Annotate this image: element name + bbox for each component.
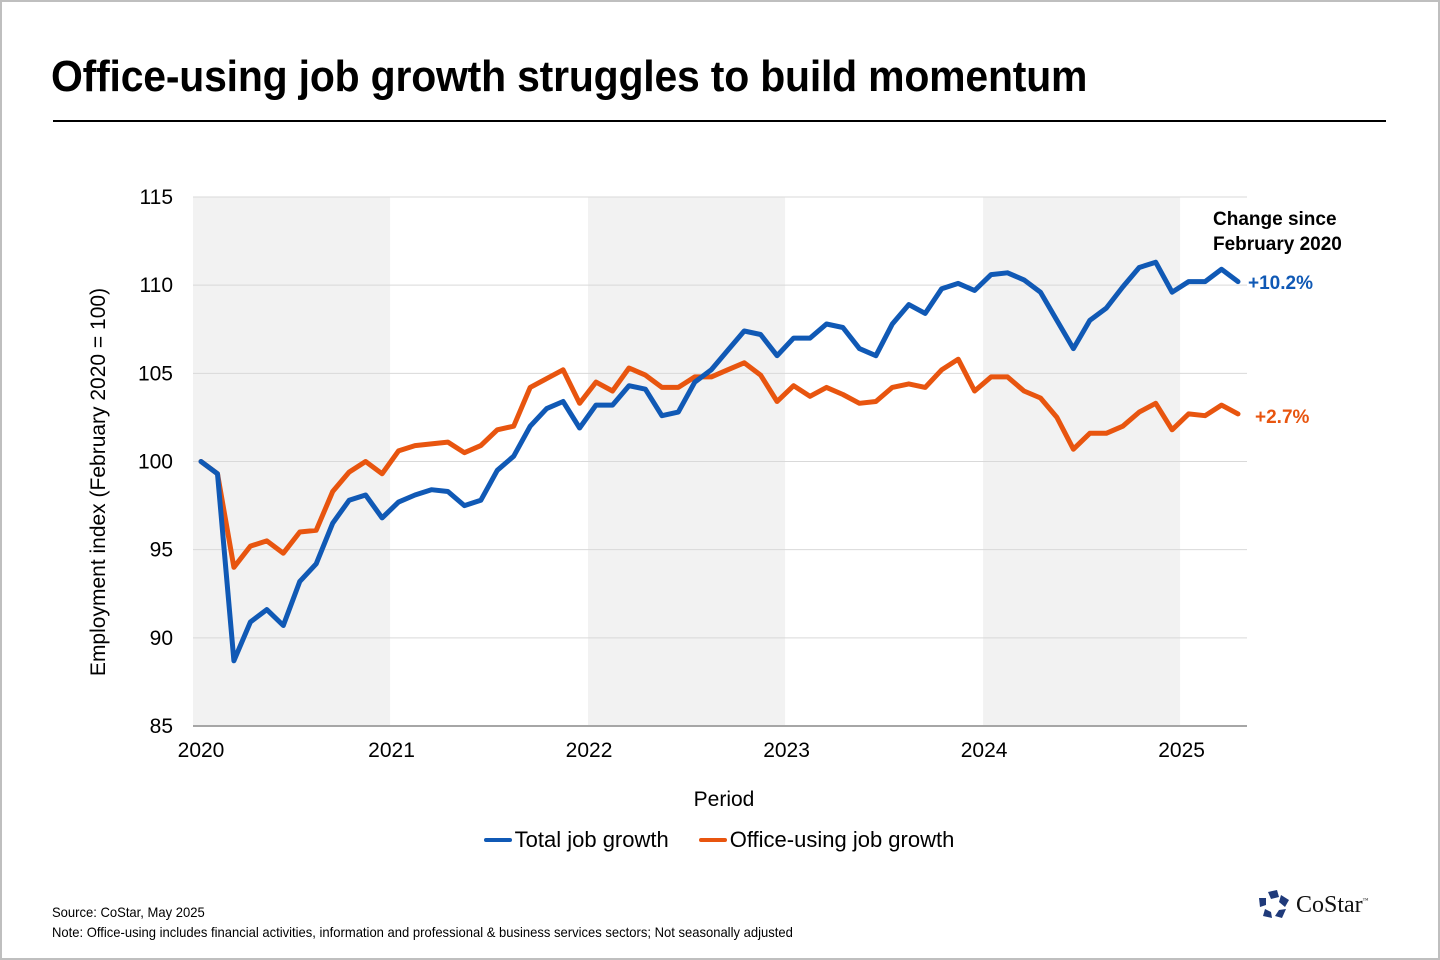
y-tick-label: 95 [150, 539, 173, 562]
costar-star-icon [1259, 890, 1289, 918]
legend-swatch-total [483, 838, 512, 842]
legend-label-office: Office-using job growth [729, 827, 955, 852]
gridlines [193, 196, 1247, 727]
change-annotation: Change since February 2020 [1213, 207, 1342, 257]
footer-notes: Source: CoStar, May 2025 Note: Office-us… [52, 902, 793, 942]
office-end-label: +2.7% [1255, 407, 1310, 428]
y-axis-label: Employment index (February 2020 = 100) [87, 288, 110, 676]
y-tick-label: 115 [140, 186, 173, 209]
series-lines [198, 259, 1241, 664]
methodology-note: Note: Office-using includes financial ac… [52, 924, 793, 940]
x-tick-label: 2021 [368, 739, 415, 762]
y-tick-label: 90 [150, 627, 173, 650]
legend-label-total: Total job growth [514, 827, 669, 852]
series-line-office [198, 356, 1241, 570]
x-tick-label: 2025 [1158, 739, 1205, 762]
chart-legend: Total job growth Office-using job growth [0, 827, 1440, 853]
annotation-line-1: Change since [1213, 209, 1337, 230]
legend-item-total[interactable]: Total job growth [483, 827, 669, 853]
x-tick-label: 2024 [961, 739, 1008, 762]
y-tick-labels: 85 90 95 100 105 110 115 [138, 186, 173, 738]
y-tick-label: 105 [138, 362, 173, 385]
x-axis-label: Period [694, 788, 755, 811]
y-tick-label: 85 [150, 715, 173, 738]
logo-wordmark: CoStar™ [1296, 892, 1369, 919]
legend-item-office[interactable]: Office-using job growth [698, 827, 955, 853]
legend-swatch-office [698, 838, 727, 842]
title-rule [53, 120, 1386, 122]
y-tick-label: 100 [138, 451, 173, 474]
total-end-label: +10.2% [1248, 273, 1313, 294]
chart-title: Office-using job growth struggles to bui… [51, 52, 1088, 101]
logo-text: CoStar [1296, 891, 1363, 918]
x-tick-label: 2020 [178, 739, 225, 762]
costar-logo: CoStar™ [1258, 890, 1369, 920]
source-note: Source: CoStar, May 2025 [52, 904, 205, 920]
x-tick-labels: 2020 2021 2022 2023 2024 2025 [178, 739, 1205, 762]
annotation-line-2: February 2020 [1213, 234, 1342, 255]
x-tick-label: 2023 [763, 739, 810, 762]
series-line-total [198, 259, 1241, 664]
x-tick-label: 2022 [566, 739, 613, 762]
y-tick-label: 110 [140, 274, 173, 297]
logo-trademark: ™ [1362, 897, 1369, 904]
